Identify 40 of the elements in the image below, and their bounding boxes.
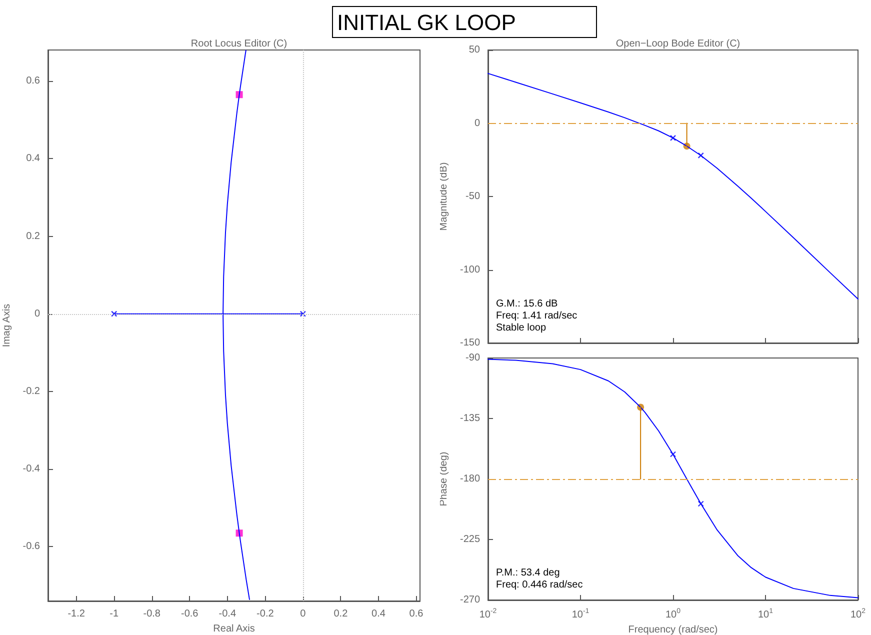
chart-subtitle: Root Locus Editor (C) [190, 38, 288, 50]
y-axis-title: Imag Axis [1, 304, 12, 348]
y-tick-label: -150 [460, 338, 480, 348]
y-tick-label: -225 [460, 534, 480, 545]
x-tick-label: 0.2 [334, 608, 348, 620]
point [300, 310, 306, 317]
annotation: P.M.: 53.4 deg [496, 568, 560, 578]
x-tick-label: 0 [300, 608, 306, 620]
x-tick-label: 0.6 [409, 608, 424, 620]
y-tick-label: -180 [460, 474, 480, 484]
x-tick-label: 0.4 [372, 608, 386, 620]
annotation: Freq: 0.446 rad/sec [496, 580, 583, 590]
x-tick-label: -0.8 [143, 608, 161, 620]
y-tick-label: -0.4 [22, 464, 40, 475]
annotation: G.M.: 15.6 dB [496, 298, 558, 310]
chart-subtitle: Open−Loop Bode Editor (C) [616, 38, 740, 50]
x-tick-label: -0.6 [181, 608, 199, 620]
y-tick-label: -100 [460, 264, 480, 276]
y-tick-label: -50 [466, 191, 480, 202]
x-tick-label: -0.2 [256, 608, 274, 620]
point [110, 310, 118, 317]
y-tick-label: 50 [468, 44, 480, 56]
y-tick-label: -0.6 [22, 541, 40, 552]
x-tick-label: -1.2 [68, 608, 86, 620]
y-tick-label: 0.6 [26, 76, 40, 87]
y-tick-label: 0.2 [26, 230, 40, 242]
annotation: Stable loop [496, 322, 546, 334]
y-tick-label: -135 [460, 413, 480, 424]
x-axis-title: Frequency (rad/sec) [628, 624, 718, 635]
y-tick-label: -0.2 [22, 386, 40, 397]
y-tick-label: 0.4 [26, 153, 40, 164]
y-tick-label: -270 [460, 594, 480, 606]
y-tick-label: -90 [466, 352, 480, 364]
x-axis-title: Real Axis [213, 623, 255, 634]
y-tick-label: 0 [34, 308, 40, 320]
x-tick-label: -0.4 [218, 608, 236, 620]
y-tick-label: 0 [474, 118, 480, 129]
annotation: Freq: 1.41 rad/sec [496, 310, 578, 322]
chart-title: INITIAL GK LOOP [332, 6, 597, 38]
x-tick-label: -1 [110, 608, 119, 620]
